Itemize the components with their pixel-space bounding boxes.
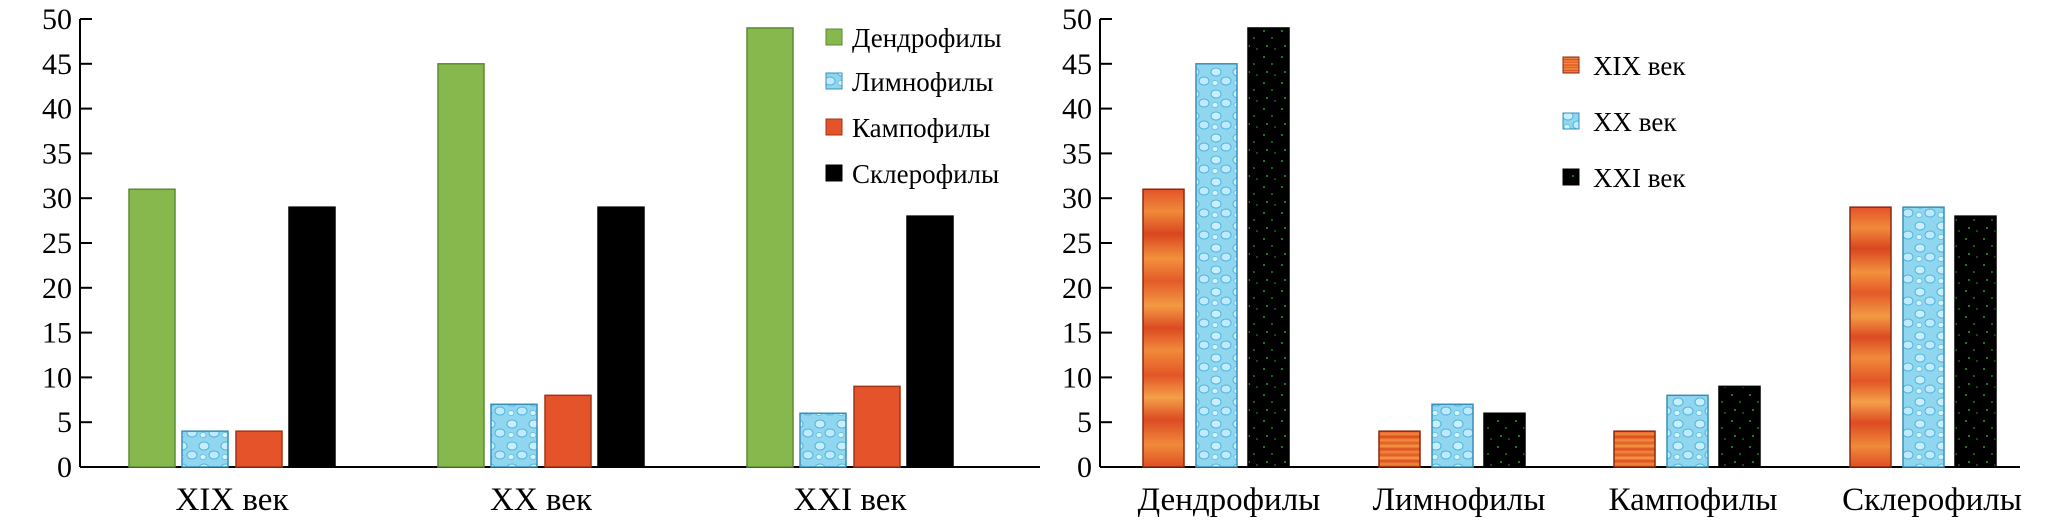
left-bar-1-3 — [746, 27, 794, 468]
left-y-tick-label: 15 — [42, 317, 72, 350]
left-legend-swatch — [825, 118, 843, 136]
left-category-label: XXI век — [794, 482, 908, 518]
right-y-tick-label: 5 — [1077, 406, 1092, 439]
right-y-tick-label: 40 — [1062, 93, 1092, 126]
right-bar-2-3 — [1666, 394, 1709, 468]
left-bar-3-1 — [235, 430, 283, 468]
right-y-tick-label: 30 — [1062, 182, 1092, 215]
left-y-tick-label: 45 — [42, 48, 72, 81]
left-bar-2-2 — [490, 403, 538, 468]
left-y-tick-label: 20 — [42, 272, 72, 305]
left-category-label: XX век — [490, 482, 593, 518]
right-legend-swatch — [1562, 56, 1580, 74]
right-legend-swatch — [1562, 112, 1580, 130]
left-category-label: XIX век — [176, 482, 290, 518]
right-y-tick-label: 0 — [1077, 451, 1092, 484]
left-bar-4-2 — [597, 206, 645, 468]
left-legend: Дендрофилы Лимнофилы Кампофилы Склерофилы — [825, 23, 1001, 189]
right-legend-label: XIX век — [1593, 51, 1686, 81]
right-legend-label: XX век — [1593, 107, 1677, 137]
right-category-label: Дендрофилы — [1138, 482, 1321, 518]
left-bar-2-1 — [181, 430, 229, 468]
left-legend-swatch — [825, 164, 843, 182]
right-category-label: Склерофилы — [1842, 482, 2022, 518]
left-y-tick-label: 30 — [42, 182, 72, 215]
right-bar-1-1 — [1142, 188, 1185, 468]
right-legend-label: XXI век — [1593, 163, 1686, 193]
right-y-tick-label: 50 — [1062, 3, 1092, 36]
left-bar-2-3 — [799, 412, 847, 468]
right-bar-1-3 — [1613, 430, 1656, 468]
left-bar-4-3 — [906, 215, 954, 468]
left-bar-1-1 — [128, 188, 176, 468]
right-legend-swatch — [1562, 168, 1580, 186]
right-bar-1-4 — [1849, 206, 1892, 468]
left-legend-label: Кампофилы — [852, 113, 990, 143]
left-legend-swatch — [825, 72, 843, 90]
left-y-tick-label: 0 — [57, 451, 72, 484]
left-bar-1-2 — [437, 63, 485, 468]
left-y-tick-label: 50 — [42, 3, 72, 36]
right-bar-1-2 — [1378, 430, 1421, 468]
right-y-tick-label: 45 — [1062, 48, 1092, 81]
right-bar-3-4 — [1954, 215, 1997, 468]
right-bar-3-2 — [1483, 412, 1526, 468]
left-legend-label: Склерофилы — [852, 159, 999, 189]
left-bar-3-2 — [544, 394, 592, 468]
left-chart: 0 5 10 15 20 25 30 35 40 45 50 XIX век XX век XXI век… — [42, 3, 1040, 518]
left-y-tick-label: 25 — [42, 227, 72, 260]
right-y-tick-label: 35 — [1062, 137, 1092, 170]
right-y-tick-label: 20 — [1062, 272, 1092, 305]
right-y-tick-label: 10 — [1062, 361, 1092, 394]
right-bar-3-1 — [1247, 27, 1290, 468]
right-bar-2-1 — [1195, 63, 1238, 468]
left-bar-3-3 — [853, 385, 901, 468]
left-bar-4-1 — [288, 206, 336, 468]
right-category-label: Кампофилы — [1609, 482, 1778, 518]
left-y-tick-label: 40 — [42, 93, 72, 126]
right-legend: XIX век XX век XXI век — [1562, 51, 1686, 193]
right-y-tick-label: 25 — [1062, 227, 1092, 260]
right-chart: 0 5 10 15 20 25 30 35 40 45 50 Дендрофилы Лимнофилы К… — [1062, 3, 2022, 518]
left-legend-label: Дендрофилы — [852, 23, 1001, 53]
right-bar-2-4 — [1902, 206, 1945, 468]
right-bar-3-3 — [1718, 385, 1761, 468]
left-y-tick-label: 10 — [42, 361, 72, 394]
right-category-label: Лимнофилы — [1373, 482, 1546, 518]
left-legend-swatch — [825, 28, 843, 46]
left-y-tick-label: 35 — [42, 137, 72, 170]
left-legend-label: Лимнофилы — [852, 67, 993, 97]
right-bar-2-2 — [1431, 403, 1474, 468]
left-y-tick-label: 5 — [57, 406, 72, 439]
right-y-tick-label: 15 — [1062, 317, 1092, 350]
